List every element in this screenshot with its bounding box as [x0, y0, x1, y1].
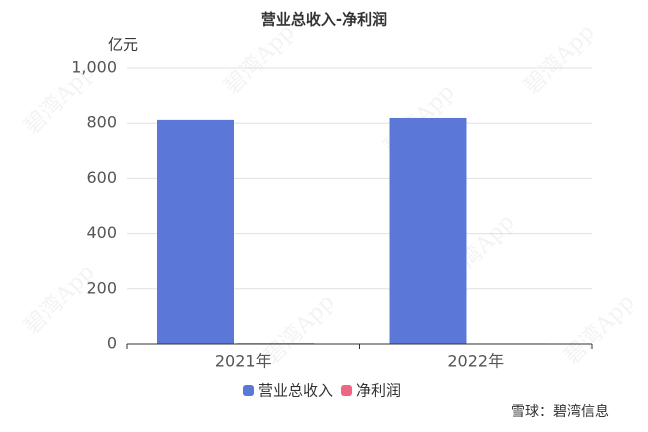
y-tick-label: 200 [86, 278, 117, 297]
y-tick-label: 800 [86, 113, 117, 132]
bar [157, 119, 234, 344]
y-tick-label: 1,000 [71, 58, 117, 77]
watermark: 碧湾App [560, 290, 640, 370]
y-tick-label: 0 [107, 334, 117, 353]
chart-title: 营业总收入-净利润 [261, 11, 387, 29]
legend-label: 营业总收入 [258, 382, 333, 400]
watermark: 碧湾App [220, 20, 300, 100]
y-axis-label: 亿元 [108, 36, 138, 54]
footer: 雪球：碧湾信息 [511, 403, 609, 420]
watermark: 碧湾App [520, 20, 600, 100]
legend: 营业总收入 净利润 [243, 382, 401, 400]
y-tick-label: 400 [86, 223, 117, 242]
x-tick-label: 2022年 [447, 352, 504, 371]
legend-swatch [341, 385, 353, 396]
bar [389, 117, 467, 345]
x-tick-label: 2021年 [215, 352, 272, 371]
y-tick-label: 600 [86, 168, 117, 187]
watermark: 碧湾App [260, 290, 340, 370]
legend-swatch [243, 385, 254, 396]
watermark: 碧湾App [20, 260, 100, 340]
legend-label: 净利润 [356, 382, 401, 400]
